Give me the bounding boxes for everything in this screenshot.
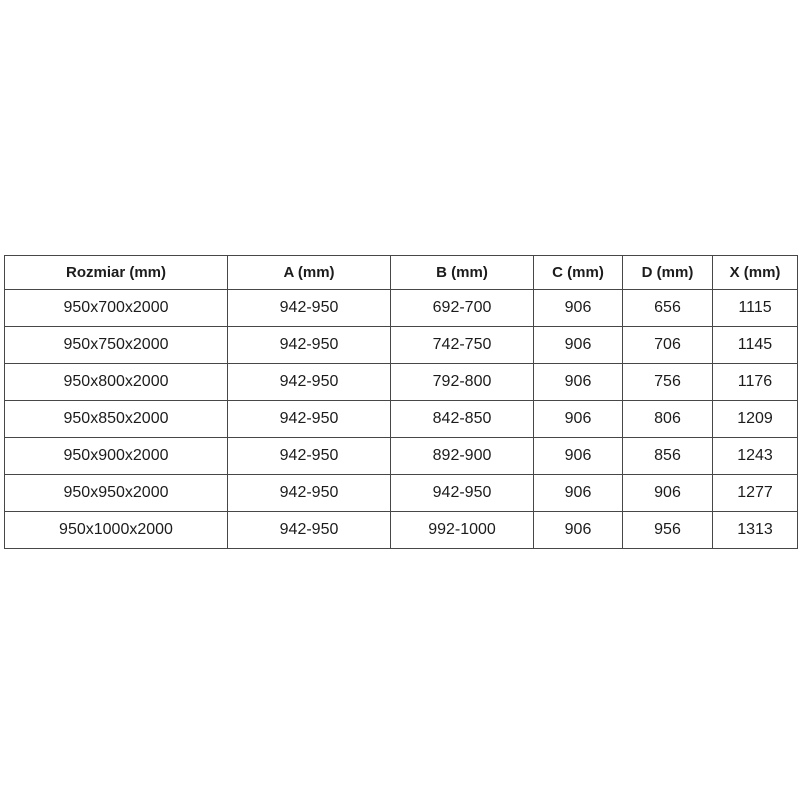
table-cell: 942-950	[227, 326, 391, 364]
table-cell: 942-950	[227, 289, 391, 327]
table-cell: 950x800x2000	[4, 363, 228, 401]
table-cell: 992-1000	[390, 511, 534, 549]
table-cell: 906	[622, 474, 713, 512]
table-cell: 1243	[712, 437, 798, 475]
table-cell: 1176	[712, 363, 798, 401]
table-cell: 942-950	[227, 437, 391, 475]
table-cell: 950x700x2000	[4, 289, 228, 327]
table-row: 950x800x2000 942-950 792-800 906 756 117…	[4, 363, 798, 401]
table-cell: 756	[622, 363, 713, 401]
table-cell: 950x1000x2000	[4, 511, 228, 549]
table-cell: 1313	[712, 511, 798, 549]
table-cell: 906	[533, 511, 623, 549]
table-row: 950x700x2000 942-950 692-700 906 656 111…	[4, 289, 798, 327]
table-cell: 942-950	[227, 363, 391, 401]
table-cell: 942-950	[227, 400, 391, 438]
table-cell: 806	[622, 400, 713, 438]
table-cell: 942-950	[227, 474, 391, 512]
table-cell: 742-750	[390, 326, 534, 364]
column-header-d: D (mm)	[622, 255, 713, 290]
table-cell: 942-950	[227, 511, 391, 549]
table-cell: 856	[622, 437, 713, 475]
table-cell: 906	[533, 363, 623, 401]
table-cell: 706	[622, 326, 713, 364]
table-cell: 906	[533, 400, 623, 438]
dimensions-table: Rozmiar (mm) A (mm) B (mm) C (mm) D (mm)…	[4, 255, 798, 549]
table-cell: 950x750x2000	[4, 326, 228, 364]
column-header-x: X (mm)	[712, 255, 798, 290]
column-header-c: C (mm)	[533, 255, 623, 290]
table-cell: 906	[533, 437, 623, 475]
table-cell: 1277	[712, 474, 798, 512]
table-cell: 892-900	[390, 437, 534, 475]
column-header-a: A (mm)	[227, 255, 391, 290]
table-cell: 1209	[712, 400, 798, 438]
table-cell: 1145	[712, 326, 798, 364]
column-header-rozmiar: Rozmiar (mm)	[4, 255, 228, 290]
table-cell: 1115	[712, 289, 798, 327]
header-row: Rozmiar (mm) A (mm) B (mm) C (mm) D (mm)…	[4, 255, 798, 290]
table-row: 950x950x2000 942-950 942-950 906 906 127…	[4, 474, 798, 512]
table-row: 950x1000x2000 942-950 992-1000 906 956 1…	[4, 511, 798, 549]
table-row: 950x900x2000 942-950 892-900 906 856 124…	[4, 437, 798, 475]
table-cell: 906	[533, 326, 623, 364]
table-row: 950x750x2000 942-950 742-750 906 706 114…	[4, 326, 798, 364]
table-cell: 942-950	[390, 474, 534, 512]
table-cell: 950x900x2000	[4, 437, 228, 475]
table-cell: 792-800	[390, 363, 534, 401]
table-cell: 950x950x2000	[4, 474, 228, 512]
table-cell: 906	[533, 474, 623, 512]
table-cell: 906	[533, 289, 623, 327]
table-cell: 956	[622, 511, 713, 549]
table-cell: 692-700	[390, 289, 534, 327]
table-cell: 842-850	[390, 400, 534, 438]
table-row: 950x850x2000 942-950 842-850 906 806 120…	[4, 400, 798, 438]
table-cell: 656	[622, 289, 713, 327]
column-header-b: B (mm)	[390, 255, 534, 290]
table-cell: 950x850x2000	[4, 400, 228, 438]
